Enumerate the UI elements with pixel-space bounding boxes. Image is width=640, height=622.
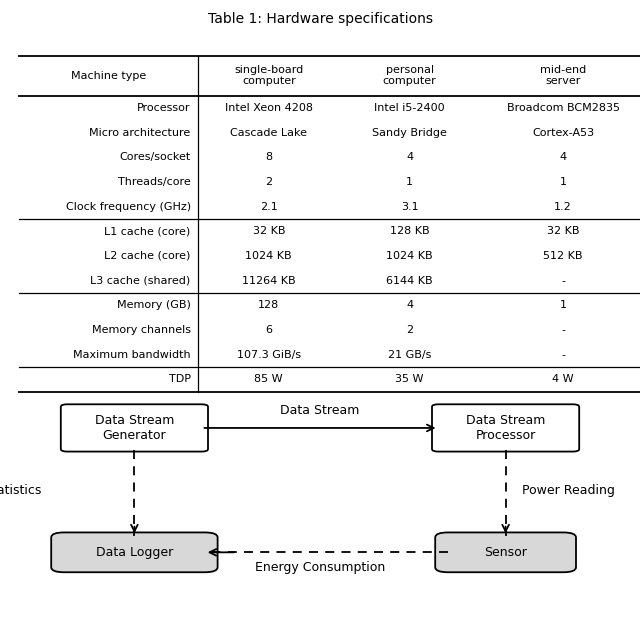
- Text: Broadcom BCM2835: Broadcom BCM2835: [507, 103, 620, 113]
- Text: 4 W: 4 W: [552, 374, 574, 384]
- Text: 3.1: 3.1: [401, 202, 419, 211]
- FancyBboxPatch shape: [435, 532, 576, 572]
- Text: 1: 1: [560, 300, 566, 310]
- Text: 4: 4: [406, 300, 413, 310]
- Text: Statistics: Statistics: [0, 484, 42, 496]
- Text: Threads/core: Threads/core: [118, 177, 191, 187]
- FancyBboxPatch shape: [51, 532, 218, 572]
- Text: 2: 2: [406, 325, 413, 335]
- Text: 6144 KB: 6144 KB: [387, 276, 433, 285]
- Text: Cores/socket: Cores/socket: [120, 152, 191, 162]
- FancyBboxPatch shape: [432, 404, 579, 452]
- Text: Sandy Bridge: Sandy Bridge: [372, 128, 447, 137]
- Text: 1024 KB: 1024 KB: [246, 251, 292, 261]
- Text: 2: 2: [265, 177, 273, 187]
- Text: Data Stream: Data Stream: [280, 404, 360, 417]
- Text: L2 cache (core): L2 cache (core): [104, 251, 191, 261]
- Text: 512 KB: 512 KB: [543, 251, 583, 261]
- Text: Processor: Processor: [137, 103, 191, 113]
- Text: 32 KB: 32 KB: [547, 226, 579, 236]
- Text: Clock frequency (GHz): Clock frequency (GHz): [65, 202, 191, 211]
- Text: 1.2: 1.2: [554, 202, 572, 211]
- Text: Memory channels: Memory channels: [92, 325, 191, 335]
- Text: 21 GB/s: 21 GB/s: [388, 350, 431, 360]
- Text: mid-end
server: mid-end server: [540, 65, 586, 86]
- Text: L3 cache (shared): L3 cache (shared): [90, 276, 191, 285]
- Text: Data Stream
Generator: Data Stream Generator: [95, 414, 174, 442]
- Text: -: -: [561, 325, 565, 335]
- Text: TDP: TDP: [169, 374, 191, 384]
- Text: -: -: [561, 350, 565, 360]
- Text: Data Logger: Data Logger: [96, 546, 173, 559]
- Text: Cascade Lake: Cascade Lake: [230, 128, 307, 137]
- Text: 6: 6: [266, 325, 272, 335]
- Text: 2.1: 2.1: [260, 202, 278, 211]
- Text: Energy Consumption: Energy Consumption: [255, 561, 385, 573]
- Text: 4: 4: [559, 152, 567, 162]
- Text: Cortex-A53: Cortex-A53: [532, 128, 595, 137]
- Text: single-board
computer: single-board computer: [234, 65, 303, 86]
- Text: Sensor: Sensor: [484, 546, 527, 559]
- Text: 32 KB: 32 KB: [253, 226, 285, 236]
- Text: -: -: [561, 276, 565, 285]
- FancyBboxPatch shape: [61, 404, 208, 452]
- Text: Micro architecture: Micro architecture: [90, 128, 191, 137]
- Text: 4: 4: [406, 152, 413, 162]
- Text: 1: 1: [560, 177, 566, 187]
- Text: L1 cache (core): L1 cache (core): [104, 226, 191, 236]
- Text: 1024 KB: 1024 KB: [387, 251, 433, 261]
- Text: 8: 8: [265, 152, 273, 162]
- Text: Intel Xeon 4208: Intel Xeon 4208: [225, 103, 313, 113]
- Text: personal
computer: personal computer: [383, 65, 436, 86]
- Text: 1: 1: [406, 177, 413, 187]
- Text: Intel i5-2400: Intel i5-2400: [374, 103, 445, 113]
- Text: 128 KB: 128 KB: [390, 226, 429, 236]
- Text: 107.3 GiB/s: 107.3 GiB/s: [237, 350, 301, 360]
- Text: Data Stream
Processor: Data Stream Processor: [466, 414, 545, 442]
- Text: Memory (GB): Memory (GB): [117, 300, 191, 310]
- Text: Power Reading: Power Reading: [522, 484, 614, 496]
- Text: Maximum bandwidth: Maximum bandwidth: [73, 350, 191, 360]
- Text: 85 W: 85 W: [255, 374, 283, 384]
- Text: Table 1: Hardware specifications: Table 1: Hardware specifications: [207, 12, 433, 26]
- Text: Machine type: Machine type: [71, 71, 147, 81]
- Text: 11264 KB: 11264 KB: [242, 276, 296, 285]
- Text: 128: 128: [258, 300, 280, 310]
- Text: 35 W: 35 W: [396, 374, 424, 384]
